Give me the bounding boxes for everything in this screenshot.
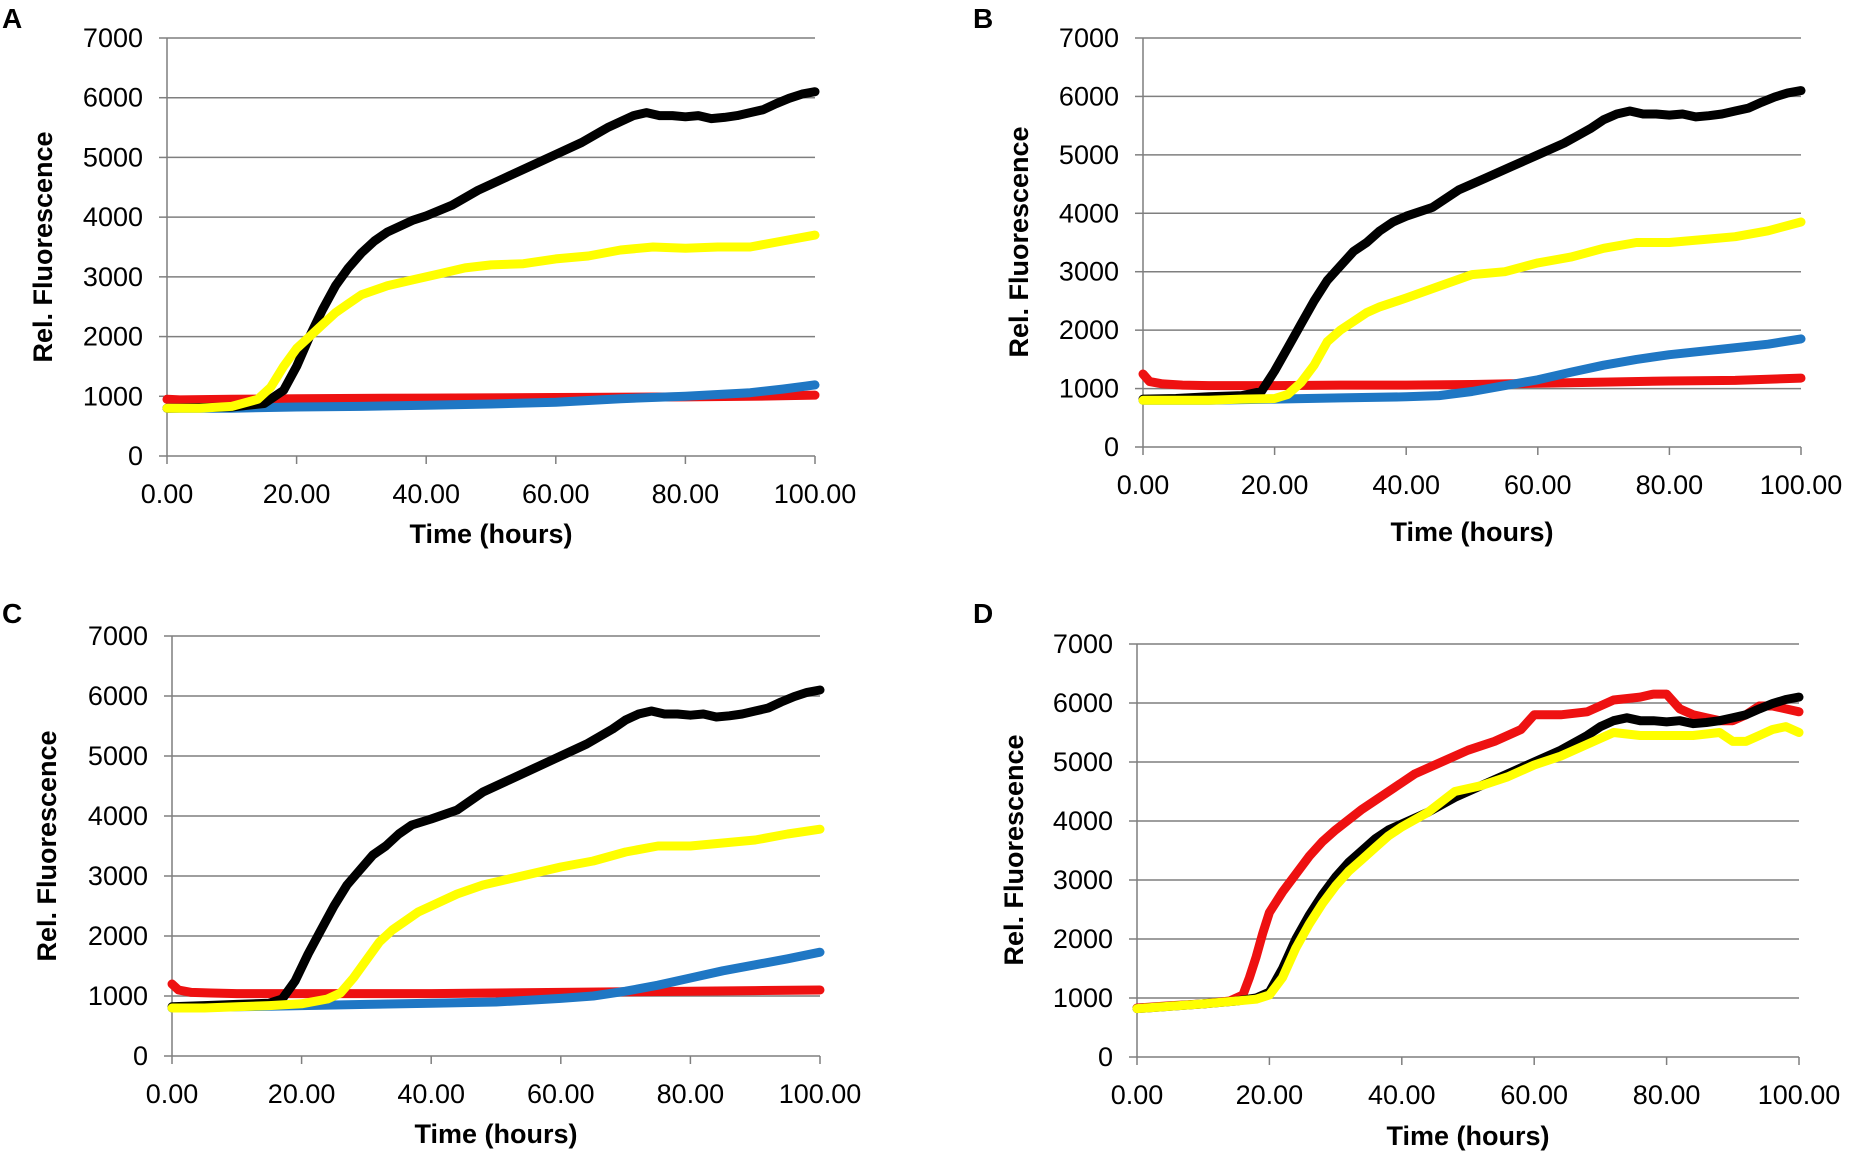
panel-b: B 0 1000 2000 3000 4000 5000 6000 7000 0.00 20.00… (973, 3, 1842, 547)
panel-a-plot: 0 1000 2000 3000 4000 5000 6000 7000 0.00 20.00 40… (83, 23, 856, 509)
y-tick-label: 4000 (83, 202, 143, 232)
y-tick-label: 3000 (1053, 865, 1113, 895)
series-line-blue (167, 947, 825, 1013)
panel-c-letter: C (2, 598, 22, 629)
x-tick-label: 80.00 (652, 479, 720, 509)
y-tick-label: 1000 (83, 381, 143, 411)
series-line-black (1132, 692, 1804, 1014)
x-tick-label: 0.00 (146, 1079, 199, 1109)
panel-c-y-axis-title: Rel. Fluorescence (32, 730, 62, 961)
y-tick-label: 6000 (83, 83, 143, 113)
panel-b-y-axis-title: Rel. Fluorescence (1004, 126, 1034, 357)
y-tick-label: 3000 (83, 262, 143, 292)
x-tick-label: 40.00 (397, 1079, 465, 1109)
series-line-blue (1138, 334, 1806, 405)
x-tick-label: 20.00 (1236, 1080, 1304, 1110)
y-tick-label: 4000 (88, 801, 148, 831)
panel-b-letter: B (973, 3, 993, 34)
y-tick-label: 1000 (1053, 983, 1113, 1013)
y-tick-label: 1000 (1059, 374, 1119, 404)
x-tick-label: 20.00 (263, 479, 331, 509)
y-tick-label: 0 (1104, 432, 1119, 462)
panel-a: A 0 1000 2000 3000 4000 5000 6000 7000 0.00 20.00… (2, 3, 856, 549)
x-tick-label: 20.00 (268, 1079, 336, 1109)
panel-c: C 0 1000 2000 3000 4000 5000 6000 7000 0.00 20.00… (2, 598, 861, 1149)
x-tick-label: 40.00 (1368, 1080, 1436, 1110)
x-tick-label: 100.00 (779, 1079, 862, 1109)
x-tick-label: 100.00 (1760, 470, 1843, 500)
x-tick-label: 0.00 (1111, 1080, 1164, 1110)
x-tick-label: 0.00 (1117, 470, 1170, 500)
series-line-yellow (1138, 217, 1806, 405)
x-tick-label: 60.00 (1504, 470, 1572, 500)
x-tick-label: 60.00 (522, 479, 590, 509)
y-tick-label: 6000 (1059, 81, 1119, 111)
y-tick-label: 0 (1098, 1042, 1113, 1072)
panel-d: D 0 1000 2000 3000 4000 5000 6000 7000 0.00 20.00… (973, 598, 1840, 1151)
y-tick-label: 4000 (1053, 806, 1113, 836)
y-tick-label: 5000 (88, 741, 148, 771)
panel-c-x-axis-title: Time (hours) (414, 1119, 577, 1149)
x-tick-label: 60.00 (1500, 1080, 1568, 1110)
y-tick-label: 5000 (1059, 140, 1119, 170)
y-tick-label: 6000 (88, 681, 148, 711)
y-tick-label: 7000 (83, 23, 143, 53)
y-tick-label: 2000 (88, 921, 148, 951)
panel-a-x-axis-title: Time (hours) (409, 519, 572, 549)
y-tick-label: 2000 (83, 322, 143, 352)
x-tick-label: 100.00 (774, 479, 857, 509)
y-tick-label: 4000 (1059, 198, 1119, 228)
panel-d-x-axis-title: Time (hours) (1386, 1121, 1549, 1151)
y-tick-label: 3000 (1059, 257, 1119, 287)
x-tick-label: 100.00 (1758, 1080, 1841, 1110)
x-tick-label: 0.00 (141, 479, 194, 509)
x-tick-label: 80.00 (1633, 1080, 1701, 1110)
x-tick-label: 20.00 (1241, 470, 1309, 500)
series-line-black (167, 685, 825, 1012)
y-tick-label: 2000 (1053, 924, 1113, 954)
y-tick-label: 2000 (1059, 315, 1119, 345)
panel-d-letter: D (973, 598, 993, 629)
x-tick-label: 40.00 (1372, 470, 1440, 500)
series-line-red (1138, 369, 1806, 391)
series-line-yellow (167, 824, 825, 1013)
y-tick-label: 3000 (88, 861, 148, 891)
y-tick-label: 6000 (1053, 688, 1113, 718)
x-tick-label: 80.00 (657, 1079, 725, 1109)
y-tick-label: 5000 (1053, 747, 1113, 777)
panel-c-plot: 0 1000 2000 3000 4000 5000 6000 7000 0.00 20.00 40… (88, 621, 861, 1109)
series-line-yellow (162, 230, 820, 413)
panel-d-plot: 0 1000 2000 3000 4000 5000 6000 7000 0.00 20.00 40… (1053, 629, 1840, 1110)
y-tick-label: 0 (133, 1041, 148, 1071)
x-tick-label: 40.00 (392, 479, 460, 509)
x-tick-label: 80.00 (1636, 470, 1704, 500)
series-line-blue (162, 380, 820, 413)
y-tick-label: 0 (128, 441, 143, 471)
x-tick-label: 60.00 (527, 1079, 595, 1109)
y-tick-label: 5000 (83, 142, 143, 172)
panel-a-y-axis-title: Rel. Fluorescence (28, 131, 58, 362)
series-line-red (1132, 689, 1804, 1013)
y-tick-label: 7000 (88, 621, 148, 651)
y-tick-label: 7000 (1053, 629, 1113, 659)
series-line-yellow (1132, 722, 1804, 1014)
panel-b-plot: 0 1000 2000 3000 4000 5000 6000 7000 0.00 20.00 40… (1059, 23, 1842, 500)
series-line-red (167, 979, 825, 999)
panel-b-x-axis-title: Time (hours) (1390, 517, 1553, 547)
y-tick-label: 1000 (88, 981, 148, 1011)
panel-d-y-axis-title: Rel. Fluorescence (999, 734, 1029, 965)
panel-a-letter: A (2, 3, 22, 34)
series-line-black (1138, 86, 1806, 404)
y-tick-label: 7000 (1059, 23, 1119, 53)
